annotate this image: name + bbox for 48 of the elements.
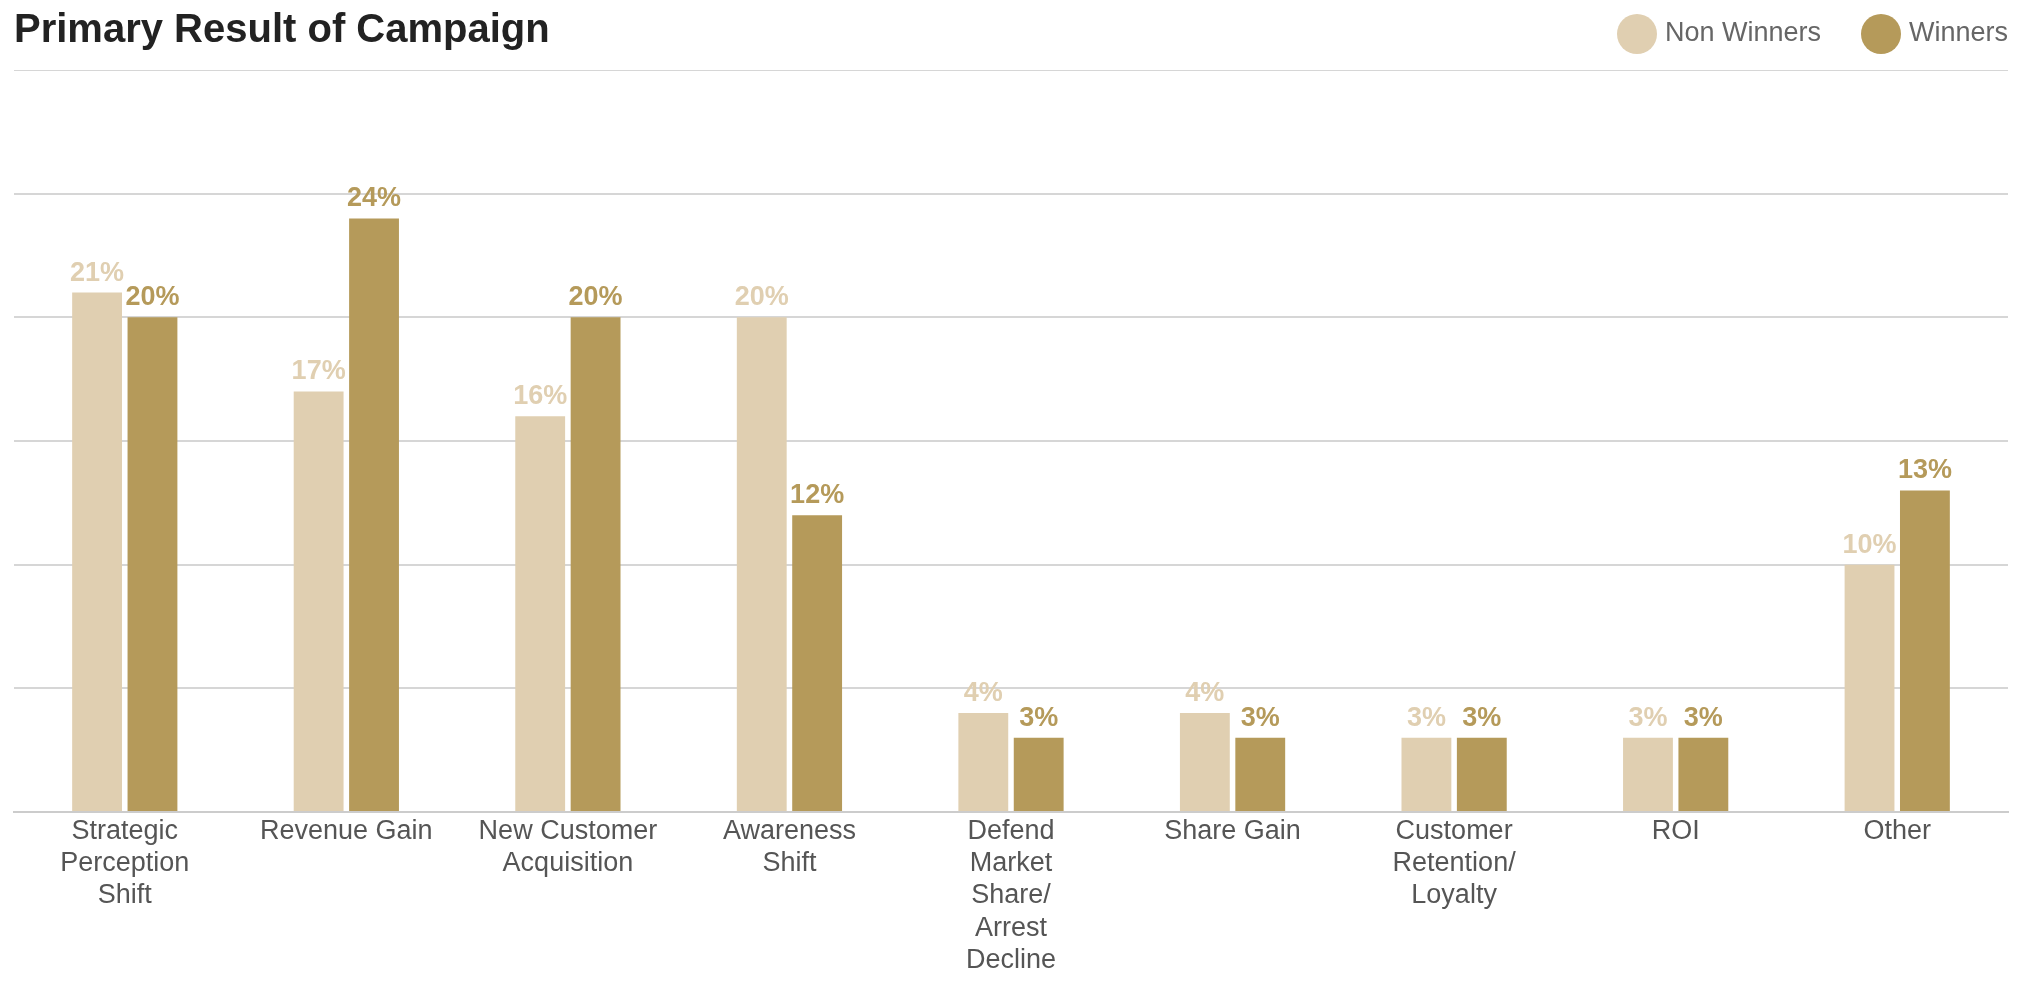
bar xyxy=(736,317,787,811)
data-label: 24% xyxy=(347,182,402,213)
bar xyxy=(293,391,344,811)
bar xyxy=(349,218,399,811)
data-label: 3% xyxy=(1240,701,1280,732)
x-tick-label: Strategic Perception Shift xyxy=(60,814,190,910)
data-label: 4% xyxy=(1185,677,1225,708)
x-tick-label: Other xyxy=(1863,814,1931,845)
x-tick-label: ROI xyxy=(1651,814,1700,845)
bar xyxy=(1678,737,1729,811)
x-tick-label: Defend Market Share/ Arrest Decline xyxy=(965,814,1057,975)
data-label: 13% xyxy=(1897,454,1952,485)
data-label: 3% xyxy=(1628,701,1668,732)
x-tick-label: Customer Retention/ Loyalty xyxy=(1392,814,1517,910)
data-label: 10% xyxy=(1842,528,1897,559)
data-label: 20% xyxy=(734,281,789,312)
data-label: 21% xyxy=(70,256,125,287)
bar xyxy=(127,317,178,811)
data-label: 12% xyxy=(790,479,845,510)
data-label: 20% xyxy=(125,281,180,312)
bar xyxy=(72,292,123,811)
bar xyxy=(570,317,621,811)
bar xyxy=(1456,737,1507,811)
data-label: 3% xyxy=(1462,701,1502,732)
data-label: 3% xyxy=(1683,701,1723,732)
x-tick-label: Share Gain xyxy=(1164,814,1301,845)
bar xyxy=(792,515,843,811)
data-label: 20% xyxy=(568,281,623,312)
data-label: 4% xyxy=(963,677,1003,708)
x-tick-label: Awareness Shift xyxy=(722,814,856,878)
data-label: 3% xyxy=(1019,701,1059,732)
bar xyxy=(1623,737,1673,811)
bar xyxy=(1899,490,1950,811)
bar xyxy=(1401,737,1452,811)
x-tick-label: New Customer Acquisition xyxy=(478,814,658,878)
x-tick-label: Revenue Gain xyxy=(260,814,433,845)
legend-label: Non Winners xyxy=(1663,16,1821,50)
bar xyxy=(1179,713,1230,811)
bar xyxy=(1013,737,1064,811)
bar xyxy=(958,713,1009,811)
legend-label: Winners xyxy=(1907,16,2008,50)
bar xyxy=(515,416,566,811)
chart-title: Primary Result of Campaign xyxy=(14,6,550,51)
bar xyxy=(1844,564,1895,811)
data-label: 16% xyxy=(513,380,568,411)
data-label: 3% xyxy=(1406,701,1446,732)
bar xyxy=(1235,737,1286,811)
data-label: 17% xyxy=(291,355,346,386)
